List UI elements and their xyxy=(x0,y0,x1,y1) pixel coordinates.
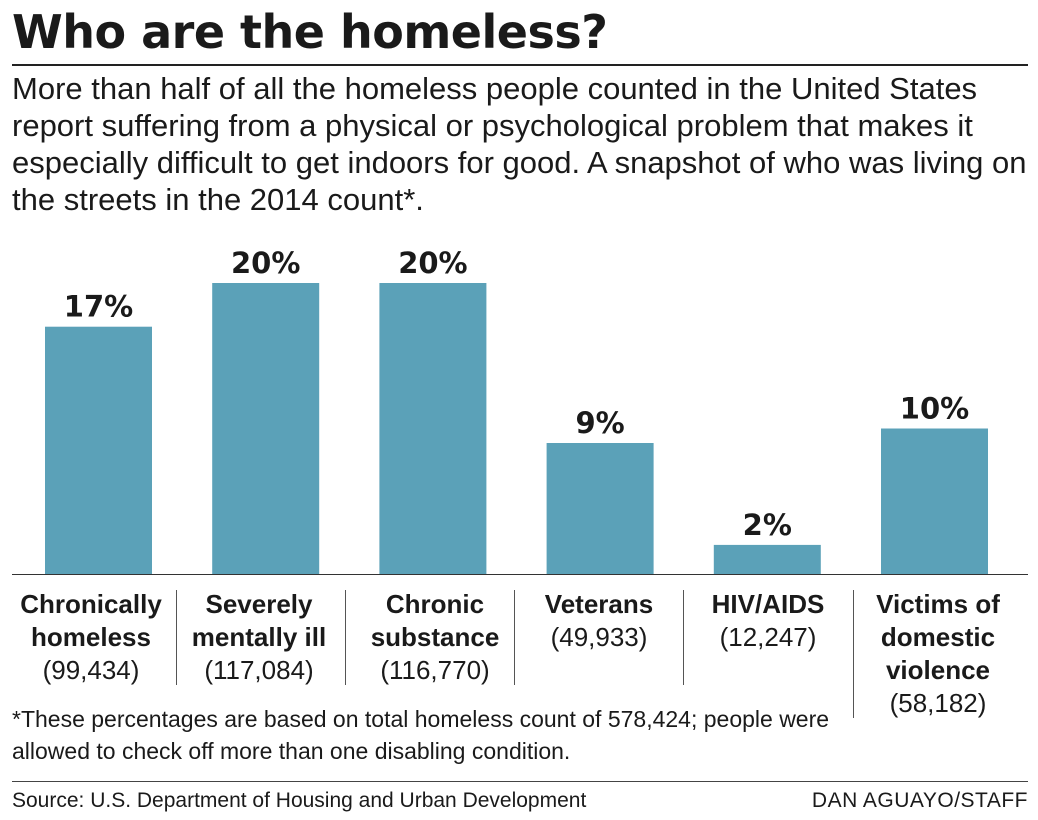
footer-rule xyxy=(12,781,1028,782)
category-label-hiv-aids: HIV/AIDS (12,247) xyxy=(693,588,843,654)
category-label-victims-of-domestic-violence: Victims of domestic violence (58,182) xyxy=(863,588,1013,720)
category-name: Severely mentally ill xyxy=(191,589,327,652)
bar-chart: 17% 20% 20% 9% 2% 10% xyxy=(12,246,1028,575)
category-label-chronically-homeless: Chronically homeless (99,434) xyxy=(8,588,174,687)
category-name: Veterans xyxy=(544,589,654,619)
value-label-victims-of-domestic-violence: 10% xyxy=(900,392,969,426)
category-label-chronic-substance: Chronic substance (116,770) xyxy=(360,588,510,687)
value-label-chronically-homeless: 17% xyxy=(64,290,133,324)
category-name: HIV/AIDS xyxy=(711,589,825,619)
category-divider xyxy=(853,590,854,718)
bar-veterans xyxy=(546,443,654,574)
value-label-chronic-substance: 20% xyxy=(398,246,467,280)
category-divider xyxy=(176,590,177,685)
source-line: Source: U.S. Department of Housing and U… xyxy=(12,789,587,812)
category-count: (12,247) xyxy=(719,622,817,652)
value-label-severely-mentally-ill: 20% xyxy=(231,246,300,280)
category-name: Chronic substance xyxy=(370,589,500,652)
bar-chronic-substance xyxy=(379,283,487,574)
bar-severely-mentally-ill xyxy=(212,283,320,574)
category-count: (49,933) xyxy=(550,622,648,652)
bar-hiv-aids xyxy=(713,544,821,574)
category-divider xyxy=(683,590,684,685)
category-count: (116,770) xyxy=(380,655,490,685)
bar-chronically-homeless xyxy=(45,326,152,574)
category-name: Victims of domestic violence xyxy=(876,589,1000,685)
title-rule xyxy=(12,64,1028,66)
value-label-hiv-aids: 2% xyxy=(743,508,792,542)
category-divider xyxy=(514,590,515,685)
footnote: *These percentages are based on total ho… xyxy=(12,706,830,764)
category-label-severely-mentally-ill: Severely mentally ill (117,084) xyxy=(186,588,332,687)
bar-victims-of-domestic-violence xyxy=(881,428,988,574)
category-count: (117,084) xyxy=(204,655,314,685)
category-count: (99,434) xyxy=(42,655,140,685)
category-label-veterans: Veterans (49,933) xyxy=(524,588,674,654)
category-divider xyxy=(345,590,346,685)
chart-subtitle: More than half of all the homeless peopl… xyxy=(12,71,1027,217)
category-name: Chronically homeless xyxy=(20,589,162,652)
category-count: (58,182) xyxy=(889,688,987,718)
credit-line: DAN AGUAYO/STAFF xyxy=(811,789,1028,812)
value-label-veterans: 9% xyxy=(575,406,624,440)
chart-title: Who are the homeless? xyxy=(12,5,608,59)
